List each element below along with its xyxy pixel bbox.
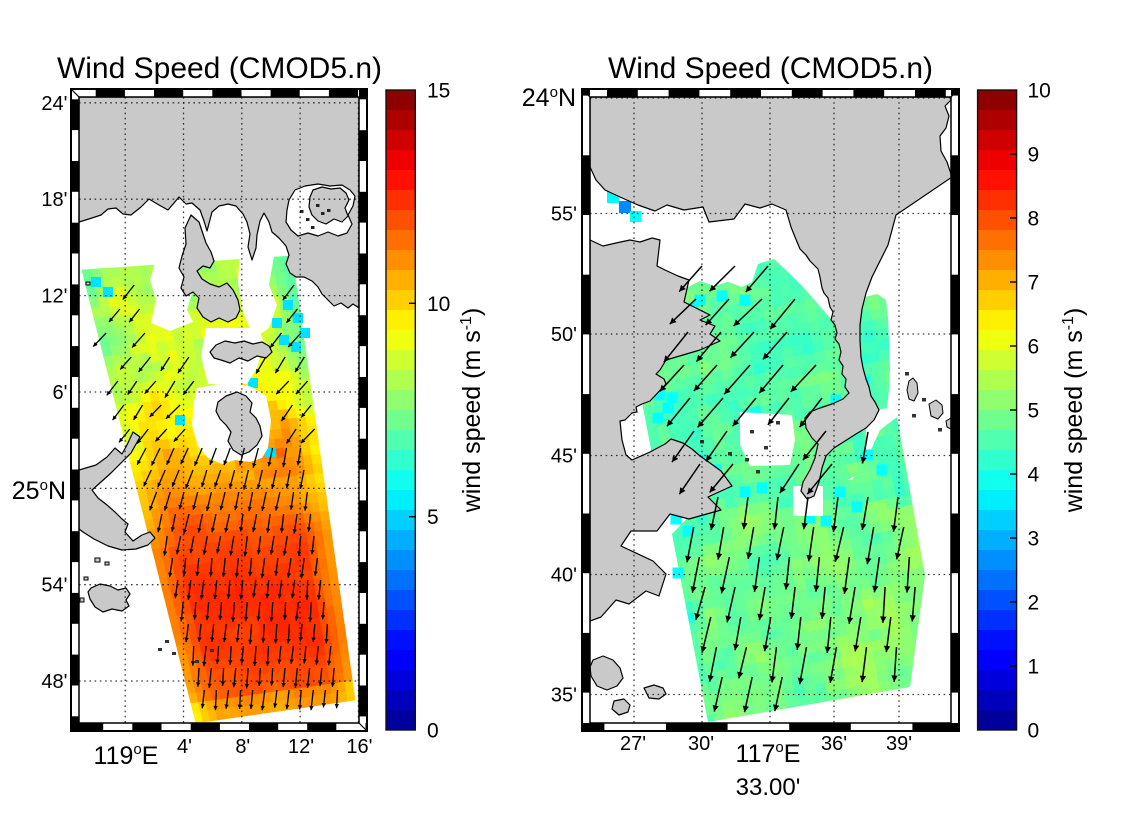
svg-text:3: 3 xyxy=(1028,528,1040,551)
svg-text:45': 45' xyxy=(551,446,577,468)
svg-text:1: 1 xyxy=(1028,656,1040,679)
svg-text:39': 39' xyxy=(886,733,912,755)
svg-text:48': 48' xyxy=(41,671,67,693)
svg-text:33.00': 33.00' xyxy=(736,774,801,801)
svg-text:10: 10 xyxy=(427,293,450,316)
svg-text:36': 36' xyxy=(821,733,847,755)
svg-text:Wind Speed (CMOD5.n): Wind Speed (CMOD5.n) xyxy=(608,52,933,85)
svg-text:25oN: 25oN xyxy=(12,477,66,505)
svg-text:8: 8 xyxy=(1028,208,1040,231)
svg-text:12': 12' xyxy=(41,286,67,308)
svg-text:4': 4' xyxy=(177,736,192,758)
svg-text:117oE: 117oE xyxy=(736,739,801,768)
svg-text:6': 6' xyxy=(53,382,68,404)
svg-text:0: 0 xyxy=(1028,720,1040,743)
svg-text:54': 54' xyxy=(41,575,67,597)
svg-text:24': 24' xyxy=(41,93,67,115)
svg-text:6: 6 xyxy=(1028,336,1040,359)
svg-text:wind speed (m s-1): wind speed (m s-1) xyxy=(458,308,486,514)
svg-text:40': 40' xyxy=(551,565,577,587)
svg-text:5: 5 xyxy=(1028,400,1040,423)
svg-text:12': 12' xyxy=(288,736,314,758)
svg-text:27': 27' xyxy=(620,733,646,755)
svg-text:Wind Speed (CMOD5.n): Wind Speed (CMOD5.n) xyxy=(57,52,382,85)
svg-text:50': 50' xyxy=(551,324,577,346)
svg-text:0: 0 xyxy=(427,720,439,743)
svg-text:24oN: 24oN xyxy=(522,84,576,112)
svg-text:16': 16' xyxy=(346,736,372,758)
svg-text:10: 10 xyxy=(1028,80,1051,103)
svg-text:119oE: 119oE xyxy=(94,741,159,770)
svg-text:35': 35' xyxy=(551,685,577,707)
svg-text:5: 5 xyxy=(427,506,439,529)
svg-text:18': 18' xyxy=(41,189,67,211)
svg-text:8': 8' xyxy=(235,736,250,758)
svg-text:wind speed (m s-1): wind speed (m s-1) xyxy=(1060,308,1088,514)
svg-text:2: 2 xyxy=(1028,592,1040,615)
svg-text:30': 30' xyxy=(688,733,714,755)
svg-text:9: 9 xyxy=(1028,144,1040,167)
svg-text:7: 7 xyxy=(1028,272,1040,295)
svg-text:15: 15 xyxy=(427,80,450,103)
svg-text:4: 4 xyxy=(1028,464,1040,487)
svg-text:55': 55' xyxy=(551,204,577,226)
